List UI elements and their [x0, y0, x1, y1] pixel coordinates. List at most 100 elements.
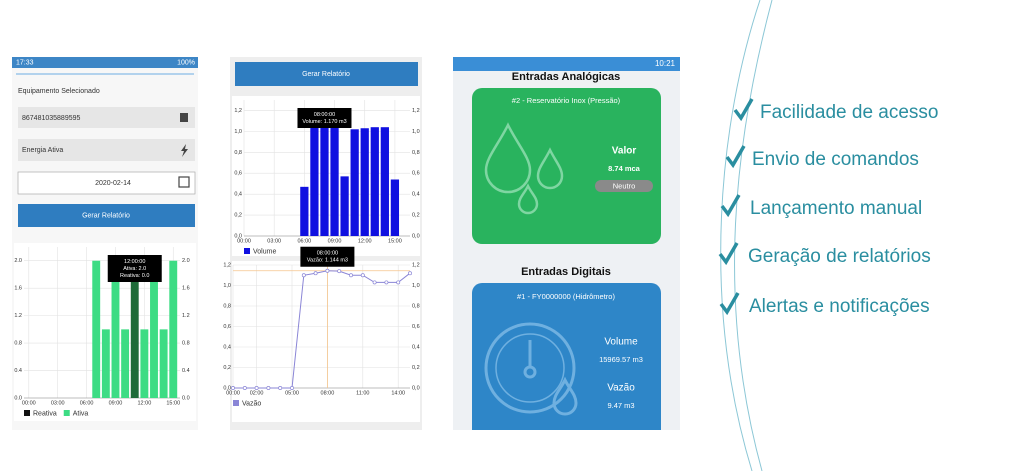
point [242, 386, 247, 390]
drop-icon [484, 122, 564, 215]
device-field: 867481035889595 [22, 115, 81, 122]
y-tick-label: 0,0 [234, 233, 242, 239]
y-tick-label: 0,4 [234, 192, 242, 198]
bar [101, 329, 110, 398]
check [718, 242, 739, 266]
y2-tick-label: 2.0 [182, 258, 190, 264]
bar [169, 260, 178, 398]
field[interactable] [17, 171, 196, 195]
y2-tick-label: 0.8 [182, 341, 190, 347]
y-tick-label: 0,8 [223, 303, 231, 309]
y2-tick-label: 0,0 [412, 233, 420, 239]
status-time: 17:33 [16, 59, 34, 66]
line [233, 270, 411, 389]
field[interactable] [18, 107, 195, 128]
y-tick-label: 0.8 [14, 341, 22, 347]
check [719, 292, 740, 316]
bar [380, 127, 389, 236]
y2-tick-label: 0,4 [412, 344, 420, 350]
feature: Envio de comandos [752, 149, 919, 170]
point [231, 386, 235, 390]
x-tick-label: 03:00 [51, 400, 65, 406]
status-bar [12, 57, 198, 68]
button[interactable] [18, 204, 195, 227]
y2-tick-label: 1,0 [412, 283, 420, 289]
state-pill [595, 180, 653, 192]
button[interactable] [235, 62, 418, 86]
chip-icon [180, 113, 188, 122]
x-tick-label: 06:00 [297, 238, 311, 244]
value-label: Valor [612, 146, 637, 157]
bar [370, 127, 379, 236]
x-tick-label: 14:00 [391, 390, 405, 396]
tooltip-text: Ativa: 2.0 [123, 266, 146, 272]
legend-label: Ativa [73, 410, 89, 417]
curve [720, 0, 761, 471]
feature-list: Facilidade de acesso Envio de comandos L… [718, 98, 939, 317]
y-tick-label: 0,2 [234, 213, 242, 219]
x-tick-label: 15:00 [166, 400, 180, 406]
y2-tick-label: 1,0 [412, 129, 420, 135]
y-tick-label: 0,8 [234, 150, 242, 156]
legend-swatch [244, 248, 250, 254]
bar [121, 329, 130, 398]
tooltip-text: 08:00:00 [314, 112, 335, 118]
x-tick-label: 09:00 [328, 238, 342, 244]
feature: Alertas e notificações [749, 296, 930, 317]
bar [340, 176, 349, 236]
x-tick-label: 00:00 [22, 400, 36, 406]
bar [350, 129, 359, 236]
x-tick-label: 12:00 [137, 400, 151, 406]
legend-swatch [233, 400, 239, 406]
legend-label: Vazão [242, 400, 261, 407]
bar [150, 260, 158, 398]
tooltip [300, 246, 355, 267]
legend-label: Volume [253, 248, 276, 255]
y2-tick-label: 0,2 [412, 213, 420, 219]
y2-tick-label: 1,2 [412, 262, 420, 268]
button-label: Gerar Relatório [82, 212, 130, 219]
x-tick-label: 02:00 [250, 390, 264, 396]
y-tick-label: 0.0 [14, 395, 22, 401]
field[interactable] [18, 139, 195, 161]
heading: Entradas Digitais [521, 266, 611, 278]
digital-card[interactable] [472, 283, 661, 443]
card-title: #1 - FY0000000 (Hidrômetro) [517, 292, 615, 301]
x-tick-label: 11:00 [356, 390, 369, 396]
calendar-icon [178, 176, 190, 188]
point [349, 273, 353, 278]
tooltip-text: 12:00:00 [124, 259, 145, 265]
status-bar [453, 57, 680, 71]
tooltip-text: Vazão: 1.144 m3 [307, 258, 348, 264]
x-tick-label: 08:00 [321, 390, 335, 396]
bar [360, 128, 369, 236]
y2-tick-label: 1,2 [412, 108, 420, 114]
x-tick-label: 05:00 [285, 390, 299, 396]
y-tick-label: 1.2 [14, 313, 22, 319]
y-tick-label: 0,2 [223, 365, 231, 371]
bar [111, 260, 120, 398]
y2-tick-label: 1.2 [182, 313, 190, 319]
y-tick-label: 0,6 [223, 324, 231, 330]
x-tick-label: 06:00 [80, 400, 94, 406]
bar [310, 113, 319, 236]
y2-tick-label: 1.6 [182, 286, 190, 292]
point [313, 271, 318, 276]
y2-tick-label: 0,8 [412, 303, 420, 309]
legend-swatch [63, 410, 70, 416]
bar [330, 120, 339, 236]
point [408, 271, 412, 276]
card-title: #2 - Reservatório Inox (Pressão) [512, 96, 621, 105]
point [266, 386, 271, 390]
y2-tick-label: 0.0 [182, 395, 190, 401]
bar [300, 186, 309, 236]
chart-area [232, 261, 420, 422]
value: 15969.57 m3 [599, 355, 643, 364]
value-label: Volume [604, 337, 638, 348]
y-tick-label: 0.4 [14, 368, 22, 374]
tooltip [297, 108, 352, 128]
status-time: 10:21 [655, 59, 676, 68]
tooltip-text: Reativa: 0.0 [120, 273, 149, 279]
bar [130, 260, 139, 398]
value-label: Vazão [607, 383, 635, 394]
